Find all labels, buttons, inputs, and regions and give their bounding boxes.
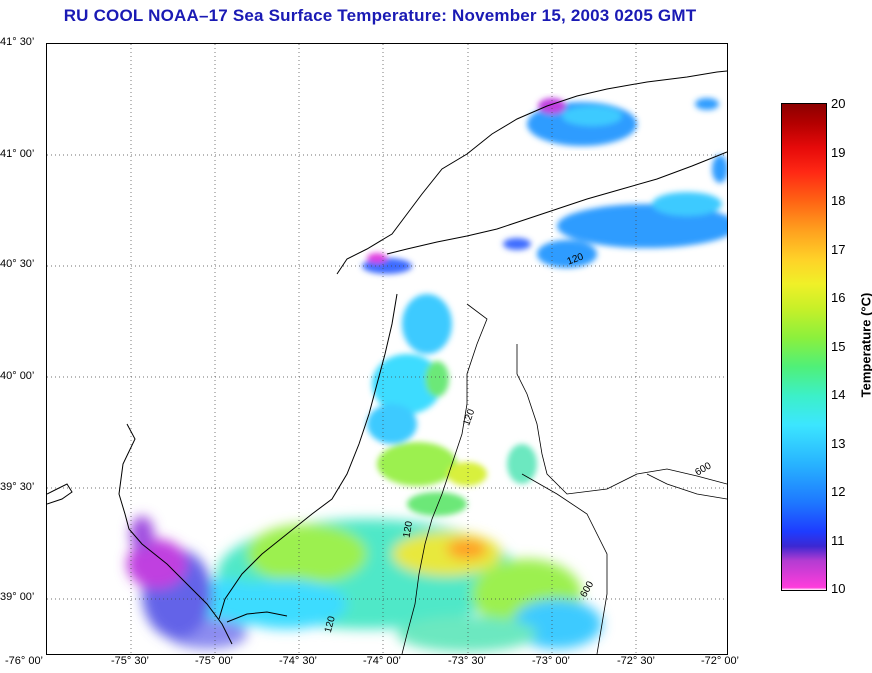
sst-map: 120 120 120 600 600 120 <box>46 43 728 655</box>
lat-tick-label: 40° 30’ <box>0 258 35 270</box>
colorbar-tick: 16 <box>831 290 846 305</box>
colorbar-tick: 13 <box>831 436 846 451</box>
lat-tick-label: 41° 30’ <box>0 36 35 48</box>
colorbar-tick: 15 <box>831 339 846 354</box>
colorbar <box>781 103 827 591</box>
sst-patch-nj-coast <box>367 294 537 516</box>
lon-tick-label: -73° 30’ <box>447 655 487 667</box>
colorbar-tick: 10 <box>831 581 846 596</box>
colorbar-tick: 20 <box>831 96 846 111</box>
colorbar-tick: 19 <box>831 145 846 160</box>
sst-patch-long-island-sound <box>527 98 719 146</box>
lat-tick-label: 39° 00’ <box>0 591 35 603</box>
lon-tick-label: -76° 00’ <box>4 655 44 667</box>
coastline <box>47 70 727 645</box>
graticule <box>47 44 727 654</box>
map-title: RU COOL NOAA–17 Sea Surface Temperature:… <box>63 6 697 25</box>
colorbar-tick: 17 <box>831 242 846 257</box>
lon-tick-label: -72° 00’ <box>700 655 740 667</box>
sst-patch-southern-shelf <box>127 516 602 652</box>
lon-tick-label: -75° 30’ <box>110 655 150 667</box>
isobaths <box>401 303 727 654</box>
colorbar-title: Temperature (°C) <box>858 292 872 398</box>
colorbar-tick: 18 <box>831 193 846 208</box>
lon-tick-label: -75° 00’ <box>194 655 234 667</box>
colorbar-tick: 12 <box>831 484 846 499</box>
lon-tick-label: -74° 00’ <box>362 655 402 667</box>
lat-tick-label: 40° 00’ <box>0 370 35 382</box>
lon-tick-label: -74° 30’ <box>278 655 318 667</box>
colorbar-tick: 11 <box>831 533 845 548</box>
sst-map-canvas <box>47 44 727 654</box>
lat-tick-label: 41° 00’ <box>0 148 35 160</box>
lon-tick-label: -72° 30’ <box>616 655 656 667</box>
lon-tick-label: -73° 00’ <box>531 655 571 667</box>
colorbar-tick: 14 <box>831 387 846 402</box>
lat-tick-label: 39° 30’ <box>0 481 35 493</box>
